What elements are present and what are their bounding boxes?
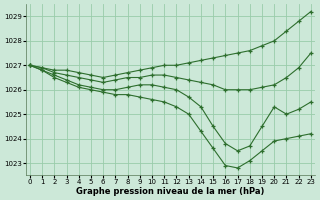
X-axis label: Graphe pression niveau de la mer (hPa): Graphe pression niveau de la mer (hPa) <box>76 187 265 196</box>
